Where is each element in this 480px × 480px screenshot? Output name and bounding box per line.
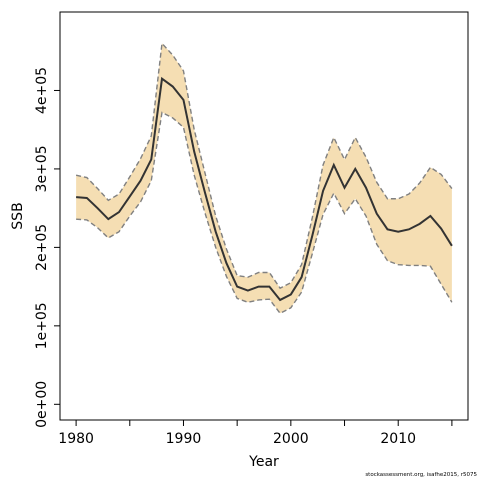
y-tick-label: 0e+00 bbox=[34, 381, 50, 428]
plot-frame bbox=[59, 11, 469, 421]
confidence-band bbox=[76, 43, 452, 314]
y-axis-title: SSB bbox=[10, 202, 26, 229]
x-tick-label: 2000 bbox=[273, 431, 309, 447]
plot-area bbox=[75, 41, 453, 315]
y-tick-label: 3e+05 bbox=[34, 145, 50, 192]
ssb-estimate-line bbox=[76, 76, 453, 302]
y-tick-label: 2e+05 bbox=[34, 224, 50, 271]
x-axis-title: Year bbox=[248, 454, 279, 470]
upper-bound-line bbox=[75, 41, 453, 290]
y-tick-label: 4e+05 bbox=[34, 67, 50, 114]
x-tick-label: 1990 bbox=[166, 431, 202, 447]
y-tick-label: 1e+05 bbox=[34, 302, 50, 349]
x-tick-label: 1980 bbox=[58, 431, 94, 447]
x-tick-label: 2010 bbox=[380, 431, 416, 447]
footer-credit: stockassessment.org, isafhe2015, r5075 bbox=[365, 472, 477, 478]
axes: 1980 1990 2000 2010 0e+00 1e+05 2e+05 3e+05 4e+0… bbox=[34, 67, 453, 447]
